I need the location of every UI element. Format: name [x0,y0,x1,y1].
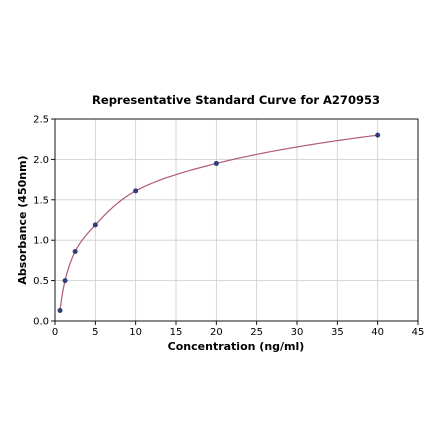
y-tick-label: 0.5 [33,276,49,287]
data-point [62,278,68,284]
x-tick-label: 20 [210,327,223,338]
y-tick-label: 0.0 [33,317,49,328]
plot-frame [54,118,419,322]
x-tick-label: 0 [52,327,58,338]
data-point [72,249,78,255]
x-tick-label: 10 [129,327,142,338]
x-tick-label: 45 [412,327,425,338]
x-tick-label: 15 [170,327,183,338]
x-tick-label: 40 [371,327,384,338]
y-tick-label: 1.0 [33,236,49,247]
fit-curve [59,134,378,311]
y-tick-label: 1.5 [33,195,49,206]
data-point [57,307,63,313]
y-axis-label: Absorbance (450nm) [16,155,29,284]
y-tick-label: 2.0 [33,155,49,166]
chart-title: Representative Standard Curve for A27095… [92,93,380,107]
data-point [213,160,219,166]
y-tick-label: 2.5 [33,115,49,126]
x-tick-label: 25 [250,327,263,338]
data-points [57,132,381,313]
axis-ticks: 0 5 10 15 20 25 30 35 40 45 0.0 0.5 1.0 1.5 2.0 2.5 [33,115,424,339]
data-point [375,132,381,138]
grid-lines [54,118,419,322]
fit-curve-layer [59,134,378,311]
x-axis-label: Concentration (ng/ml) [168,340,305,353]
x-tick-label: 35 [331,327,344,338]
x-tick-label: 5 [92,327,98,338]
data-point [133,188,139,194]
data-point [92,222,98,228]
x-tick-label: 30 [291,327,304,338]
